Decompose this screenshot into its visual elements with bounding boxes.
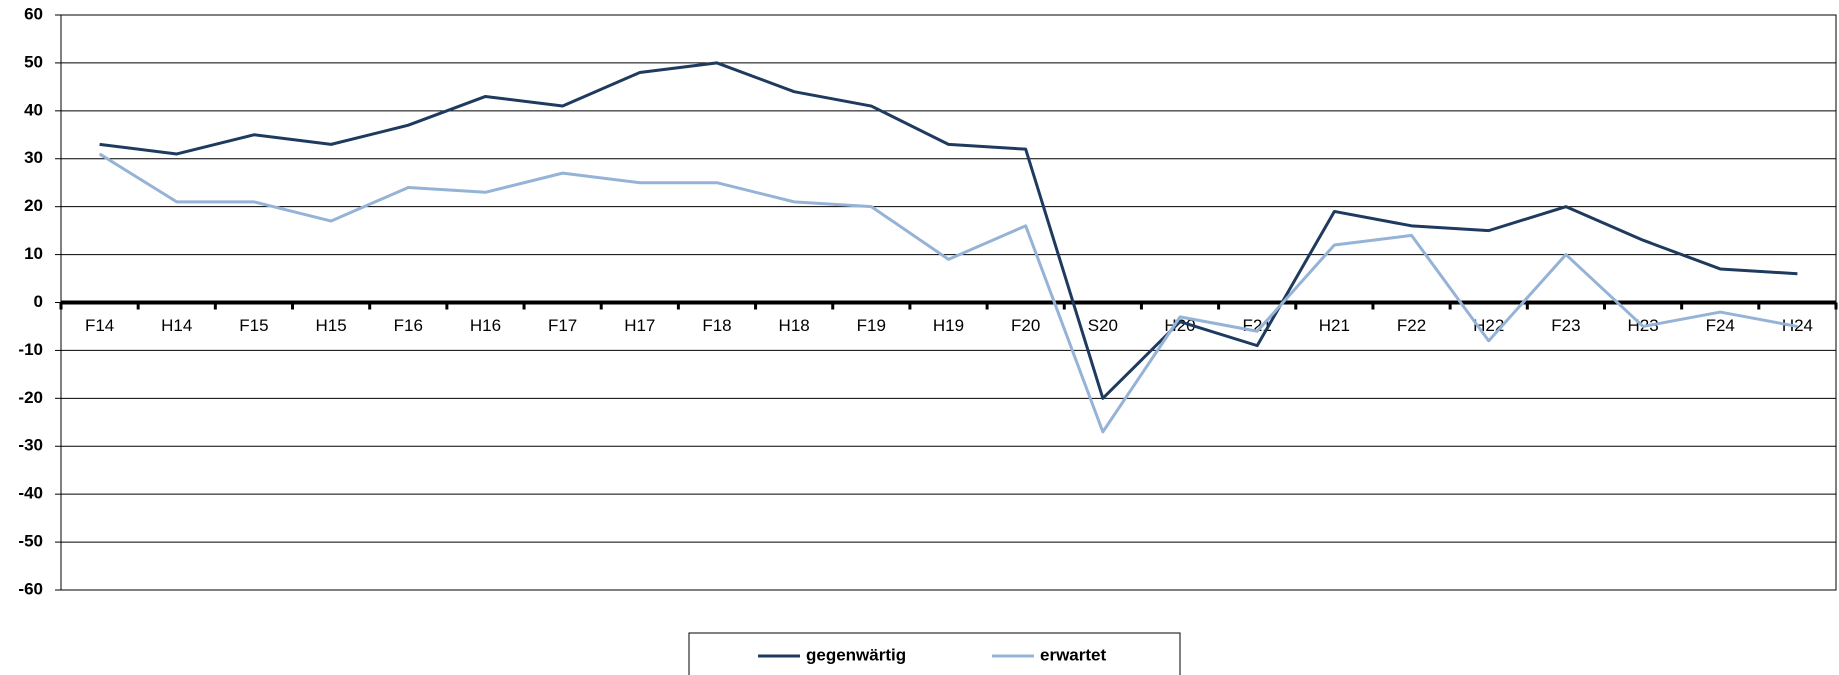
legend-label: gegenwärtig [806, 645, 906, 664]
series-line [99, 61, 1798, 400]
y-tick-label: 40 [24, 100, 43, 119]
x-tick-label: F14 [85, 316, 114, 335]
y-tick-label: -20 [18, 388, 43, 407]
y-tick-label: -10 [18, 340, 43, 359]
y-tick-label: 10 [24, 244, 43, 263]
x-tick-label: F24 [1706, 316, 1735, 335]
x-tick-label: H15 [316, 316, 347, 335]
y-tick-label: -60 [18, 579, 43, 598]
x-tick-label: F22 [1397, 316, 1426, 335]
x-tick-label: F18 [702, 316, 731, 335]
y-tick-label: 0 [34, 292, 43, 311]
y-tick-label: 50 [24, 52, 43, 71]
x-tick-label: F19 [857, 316, 886, 335]
y-tick-label: -50 [18, 532, 43, 551]
y-tick-label: 60 [24, 4, 43, 23]
y-tick-label: -30 [18, 436, 43, 455]
x-tick-label: F16 [394, 316, 423, 335]
y-tick-label: 30 [24, 148, 43, 167]
series-line [98, 152, 1798, 434]
y-tick-label: -40 [18, 484, 43, 503]
x-tick-label: H17 [624, 316, 655, 335]
x-tick-label: H19 [933, 316, 964, 335]
x-tick-label: F15 [239, 316, 268, 335]
x-tick-label: H14 [161, 316, 192, 335]
x-tick-label: F23 [1551, 316, 1580, 335]
x-tick-label: H21 [1319, 316, 1350, 335]
x-tick-label: H18 [779, 316, 810, 335]
x-tick-label: F20 [1011, 316, 1040, 335]
legend-label: erwartet [1040, 645, 1106, 664]
x-tick-label: H16 [470, 316, 501, 335]
legend-box [688, 632, 1181, 675]
x-tick-label: S20 [1088, 316, 1118, 335]
y-tick-label: 20 [24, 196, 43, 215]
x-tick-label: F17 [548, 316, 577, 335]
